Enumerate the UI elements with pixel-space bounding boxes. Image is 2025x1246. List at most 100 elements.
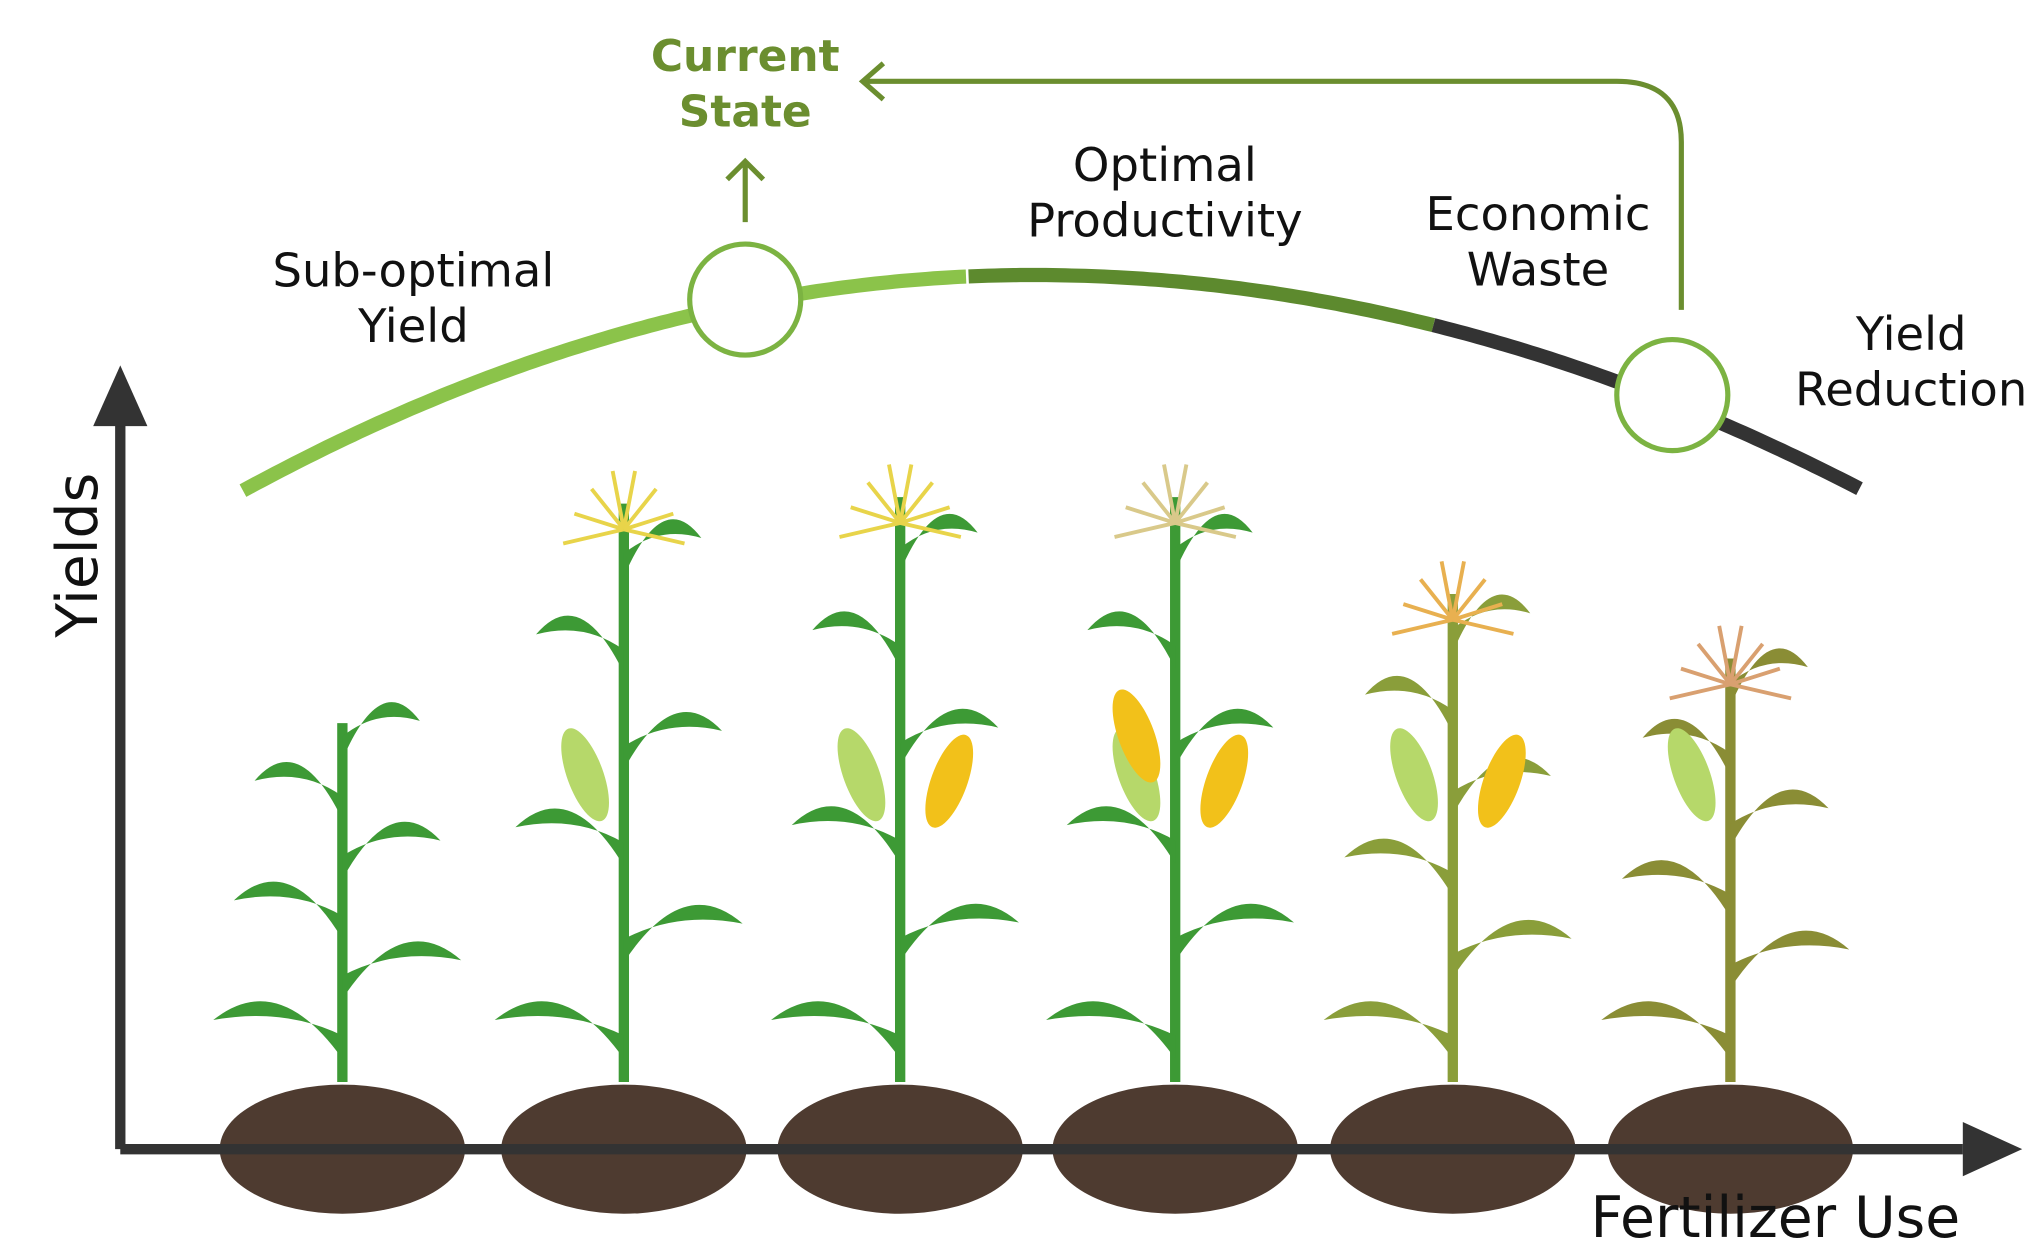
ear [1112,689,1161,783]
leaf [1323,1001,1453,1059]
tassel [899,521,962,539]
tassel [1173,464,1189,524]
tassel [1728,642,1765,686]
current-state-label: State [679,87,812,138]
leaf [254,761,343,820]
zone-label: Optimal [1073,138,1257,192]
leaf [1087,611,1176,669]
leaf [623,712,722,770]
zone-label: Yield [357,299,469,353]
leaf [1175,708,1274,767]
ear [1200,734,1249,828]
y-axis-label: Yields [45,473,111,639]
ear [837,728,886,822]
current-state-marker [687,241,804,358]
leaf [515,808,624,866]
leaf [1452,757,1551,815]
tassel [1717,625,1733,685]
tassel [622,487,658,531]
tassel [898,481,934,525]
leaf [1730,648,1808,706]
tassel [1174,521,1237,539]
y-arrowhead [93,365,148,427]
ear [1477,734,1526,828]
tassel [866,481,902,525]
tassel [1452,602,1503,622]
zone-label: Sub-optimal [272,244,554,298]
ear [561,728,609,822]
tassel [1451,578,1487,621]
tassel [1114,521,1176,539]
leaf [1601,1001,1731,1059]
current-state-label: Current [651,31,840,82]
tassel [1669,682,1731,701]
tassel [1419,578,1455,621]
loop-arrow [858,61,1684,310]
leaf [1730,789,1829,848]
tassel [1439,560,1455,621]
tassel [1391,617,1454,636]
axes [115,413,1963,1155]
tassel [623,527,685,546]
zone-label: Economic [1426,187,1651,241]
leaf [1364,675,1453,734]
leaf [1642,718,1731,777]
leaf [342,821,441,880]
zone-label: Yield [1855,307,1967,361]
tassel [1728,625,1744,685]
leaf [900,903,1019,962]
leaf [812,611,901,669]
zone-label: Waste [1467,242,1609,296]
curve-segment [968,267,1436,333]
tassel [1450,560,1466,621]
leaf [1621,860,1731,918]
leaf [536,615,624,674]
corn-plants [213,464,1854,1214]
tassel [887,464,903,524]
ear [1390,728,1438,822]
leaf [771,1001,901,1059]
tassel [839,521,901,539]
leaf [623,904,743,963]
tassel [1173,481,1209,525]
leaf [900,513,978,572]
leaf [1175,903,1294,962]
tassel [1162,464,1178,524]
leaf [233,881,343,940]
leaf [623,519,702,577]
tassel [623,511,674,532]
tassel [590,487,626,531]
tassel [1452,617,1514,636]
tassel [1729,682,1792,701]
tassel [850,505,901,525]
x-arrowhead [1962,1122,2023,1177]
leaf [1452,919,1572,978]
leaf [1066,806,1176,864]
leaf [1730,930,1850,989]
zone-label: Productivity [1027,193,1302,247]
tassel [573,511,625,532]
tassel [610,470,626,530]
leaf [494,1001,624,1059]
leaf [1344,838,1453,897]
tassel [898,464,914,524]
x-axis-label: Fertilizer Use [1591,1185,1961,1246]
curve-segment [239,269,967,497]
leaf [342,941,462,999]
zone-label: Reduction [1795,362,2025,416]
tassel [899,505,951,525]
leaf [342,702,420,760]
tassel [562,527,625,546]
tassel [1402,602,1454,622]
waste-marker [1614,337,1731,454]
leaf [1452,594,1531,653]
ear [925,734,974,828]
leaf [900,708,999,767]
tassel [1174,505,1226,525]
ear [1667,728,1716,822]
tassel [621,470,637,530]
leaf [791,806,901,864]
leaf [213,1001,343,1059]
tassel [1125,505,1176,525]
leaf [1046,1001,1176,1059]
